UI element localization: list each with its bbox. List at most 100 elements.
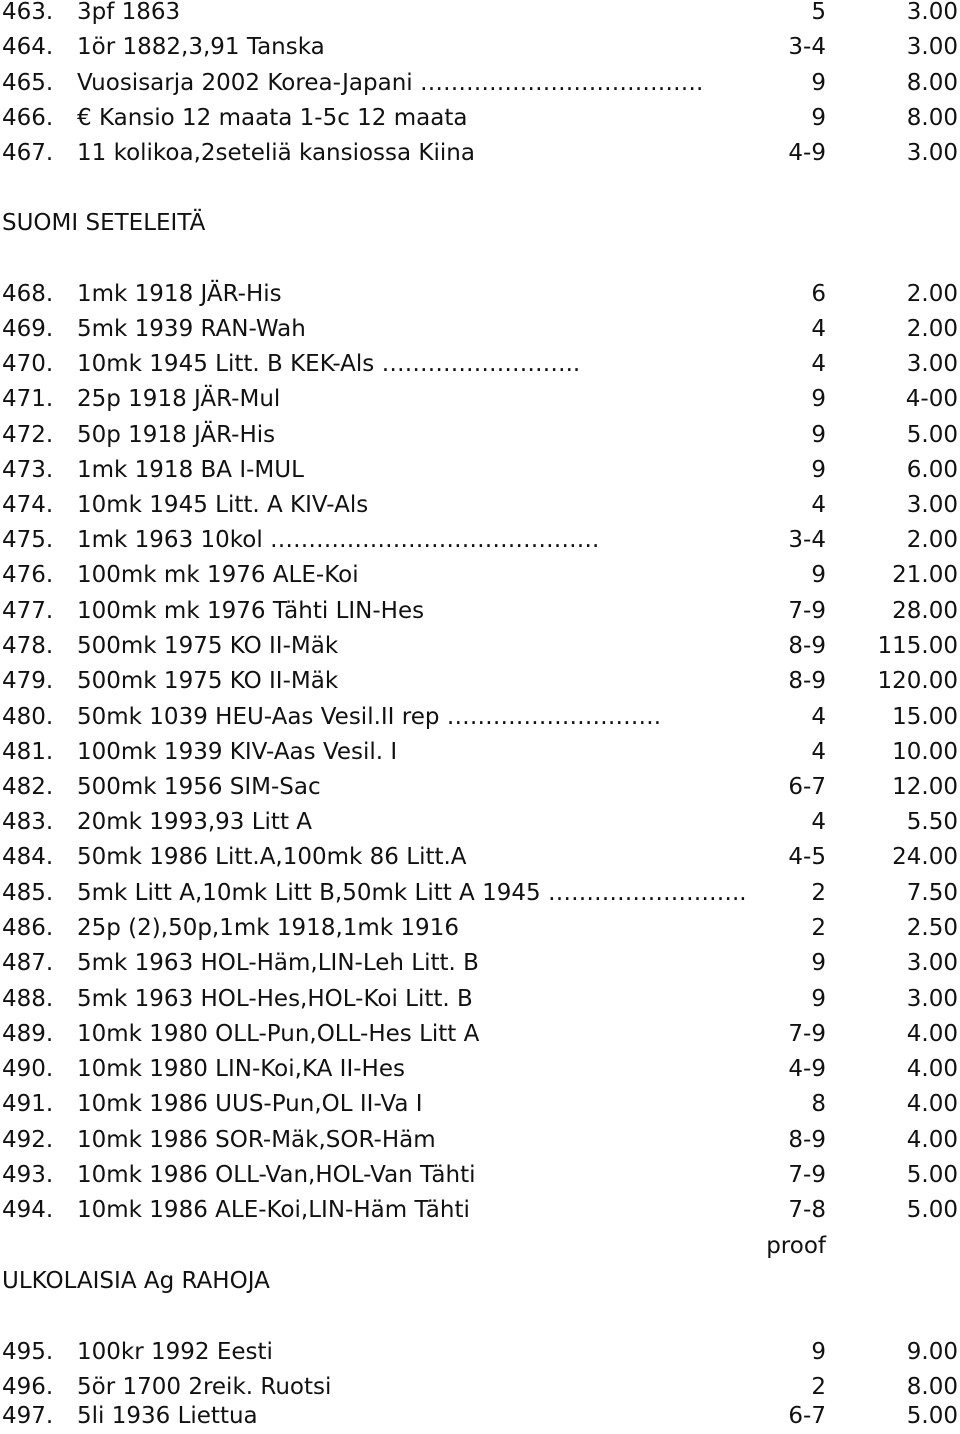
item-price: 4.00 bbox=[906, 1056, 958, 1082]
item-grade: 4 bbox=[811, 739, 826, 765]
item-price: 120.00 bbox=[877, 668, 958, 694]
item-price: 8.00 bbox=[906, 105, 958, 131]
item-grade: 8-9 bbox=[788, 633, 826, 659]
item-description: 5mk 1963 HOL-Häm,LIN-Leh Litt. B bbox=[77, 950, 479, 976]
item-number: 474. bbox=[2, 492, 54, 518]
list-item: 497. 5li 1936 Liettua 6-7 5.00 bbox=[0, 1399, 960, 1434]
item-grade: 9 bbox=[811, 562, 826, 588]
list-item: 471. 25p 1918 JÄR-Mul 9 4-00 bbox=[0, 382, 960, 417]
item-price: 2.00 bbox=[906, 281, 958, 307]
item-number: 470. bbox=[2, 351, 54, 377]
item-price: 3.00 bbox=[906, 34, 958, 60]
item-number: 489. bbox=[2, 1021, 54, 1047]
item-grade: 9 bbox=[811, 950, 826, 976]
item-number: 475. bbox=[2, 527, 54, 553]
item-number: 469. bbox=[2, 316, 54, 342]
item-number: 485. bbox=[2, 880, 54, 906]
item-description: 5li 1936 Liettua bbox=[77, 1403, 258, 1429]
item-number: 468. bbox=[2, 281, 54, 307]
item-price: 4.00 bbox=[906, 1021, 958, 1047]
item-description: 10mk 1980 LIN-Koi,KA II-Hes bbox=[77, 1056, 405, 1082]
list-item: 463. 3pf 1863 5 3.00 bbox=[0, 0, 960, 30]
item-number: 496. bbox=[2, 1374, 54, 1400]
item-number: 497. bbox=[2, 1403, 54, 1429]
list-item: 475. 1mk 1963 10kol ……………………………………. 3-4 … bbox=[0, 523, 960, 558]
item-description: 10mk 1986 SOR-Mäk,SOR-Häm bbox=[77, 1127, 436, 1153]
item-number: 490. bbox=[2, 1056, 54, 1082]
item-description: 1mk 1918 JÄR-His bbox=[77, 281, 282, 307]
list-item: 485. 5mk Litt A,10mk Litt B,50mk Litt A … bbox=[0, 876, 960, 911]
item-price: 3.00 bbox=[906, 0, 958, 25]
list-item: 473. 1mk 1918 BA I-MUL 9 6.00 bbox=[0, 453, 960, 488]
item-description: 10mk 1986 ALE-Koi,LIN-Häm Tähti bbox=[77, 1197, 470, 1223]
item-number: 495. bbox=[2, 1339, 54, 1365]
item-note: proof bbox=[766, 1233, 826, 1259]
item-grade: 9 bbox=[811, 422, 826, 448]
item-grade: 4-9 bbox=[788, 140, 826, 166]
item-grade: 4 bbox=[811, 492, 826, 518]
list-item: 470. 10mk 1945 Litt. B KEK-Als …………………….… bbox=[0, 347, 960, 382]
item-grade: 3-4 bbox=[788, 34, 826, 60]
item-grade: 9 bbox=[811, 986, 826, 1012]
item-grade: 4 bbox=[811, 316, 826, 342]
item-grade: 8-9 bbox=[788, 668, 826, 694]
item-description: 10mk 1986 OLL-Van,HOL-Van Tähti bbox=[77, 1162, 476, 1188]
item-price: 12.00 bbox=[892, 774, 958, 800]
list-item: 481. 100mk 1939 KIV-Aas Vesil. I 4 10.00 bbox=[0, 735, 960, 770]
item-description: 5mk 1939 RAN-Wah bbox=[77, 316, 306, 342]
item-price: 3.00 bbox=[906, 351, 958, 377]
item-grade: 6 bbox=[811, 281, 826, 307]
item-number: 466. bbox=[2, 105, 54, 131]
item-number: 472. bbox=[2, 422, 54, 448]
item-description: 50p 1918 JÄR-His bbox=[77, 422, 276, 448]
item-grade: 2 bbox=[811, 915, 826, 941]
list-item: 489. 10mk 1980 OLL-Pun,OLL-Hes Litt A 7-… bbox=[0, 1017, 960, 1052]
list-item: 466. € Kansio 12 maata 1-5c 12 maata 9 8… bbox=[0, 101, 960, 136]
list-item: 483. 20mk 1993,93 Litt A 4 5.50 bbox=[0, 805, 960, 840]
list-item: 478. 500mk 1975 KO II-Mäk 8-9 115.00 bbox=[0, 629, 960, 664]
item-description: 10mk 1980 OLL-Pun,OLL-Hes Litt A bbox=[77, 1021, 480, 1047]
item-price: 28.00 bbox=[892, 598, 958, 624]
item-price: 8.00 bbox=[906, 70, 958, 96]
item-description: Vuosisarja 2002 Korea-Japani ……………………………… bbox=[77, 70, 704, 96]
item-price: 2.00 bbox=[906, 527, 958, 553]
item-price: 7.50 bbox=[906, 880, 958, 906]
item-description: € Kansio 12 maata 1-5c 12 maata bbox=[77, 105, 468, 131]
item-number: 481. bbox=[2, 739, 54, 765]
item-grade: 3-4 bbox=[788, 527, 826, 553]
item-price: 5.00 bbox=[906, 422, 958, 448]
item-grade: 7-9 bbox=[788, 1162, 826, 1188]
item-price: 3.00 bbox=[906, 950, 958, 976]
item-grade: 4 bbox=[811, 809, 826, 835]
list-item: 476. 100mk mk 1976 ALE-Koi 9 21.00 bbox=[0, 558, 960, 593]
item-grade: 5 bbox=[811, 0, 826, 25]
item-number: 484. bbox=[2, 844, 54, 870]
list-item: 467. 11 kolikoa,2seteliä kansiossa Kiina… bbox=[0, 136, 960, 171]
item-description: 5mk Litt A,10mk Litt B,50mk Litt A 1945 … bbox=[77, 880, 747, 906]
item-price: 4.00 bbox=[906, 1127, 958, 1153]
item-grade: 7-8 bbox=[788, 1197, 826, 1223]
list-item: 472. 50p 1918 JÄR-His 9 5.00 bbox=[0, 418, 960, 453]
item-grade: 2 bbox=[811, 1374, 826, 1400]
item-grade: 4 bbox=[811, 351, 826, 377]
item-description: 5mk 1963 HOL-Hes,HOL-Koi Litt. B bbox=[77, 986, 473, 1012]
item-description: 1ör 1882,3,91 Tanska bbox=[77, 34, 325, 60]
item-number: 477. bbox=[2, 598, 54, 624]
list-item: 480. 50mk 1039 HEU-Aas Vesil.II rep …………… bbox=[0, 700, 960, 735]
item-description: 25p 1918 JÄR-Mul bbox=[77, 386, 281, 412]
item-number: 464. bbox=[2, 34, 54, 60]
item-number: 476. bbox=[2, 562, 54, 588]
item-number: 483. bbox=[2, 809, 54, 835]
item-description: 10mk 1945 Litt. A KIV-Als bbox=[77, 492, 369, 518]
item-price: 5.00 bbox=[906, 1403, 958, 1429]
list-item: 469. 5mk 1939 RAN-Wah 4 2.00 bbox=[0, 312, 960, 347]
item-price: 15.00 bbox=[892, 704, 958, 730]
list-item: 491. 10mk 1986 UUS-Pun,OL II-Va I 8 4.00 bbox=[0, 1087, 960, 1122]
list-item: 468. 1mk 1918 JÄR-His 6 2.00 bbox=[0, 277, 960, 312]
item-description: 100mk mk 1976 ALE-Koi bbox=[77, 562, 359, 588]
item-price: 24.00 bbox=[892, 844, 958, 870]
item-description: 25p (2),50p,1mk 1918,1mk 1916 bbox=[77, 915, 459, 941]
item-description: 100kr 1992 Eesti bbox=[77, 1339, 273, 1365]
item-price: 9.00 bbox=[906, 1339, 958, 1365]
list-item: 490. 10mk 1980 LIN-Koi,KA II-Hes 4-9 4.0… bbox=[0, 1052, 960, 1087]
